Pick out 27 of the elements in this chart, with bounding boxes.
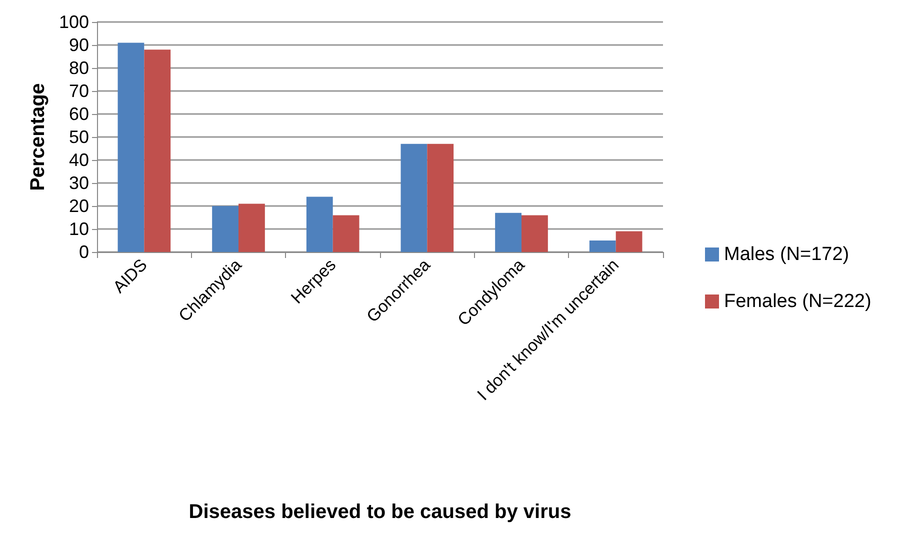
y-tick-label: 30: [68, 173, 89, 193]
legend-label: Males (N=172): [724, 244, 850, 265]
y-tick-label: 90: [68, 35, 89, 55]
y-tick-label: 10: [68, 219, 89, 239]
bar: [589, 240, 616, 252]
y-tick-label: 100: [58, 12, 89, 32]
bar: [118, 42, 144, 252]
x-axis-title: Diseases believed to be caused by virus: [188, 501, 572, 523]
legend-label: Females (N=222): [724, 291, 872, 312]
bar: [144, 50, 171, 252]
bar: [306, 196, 333, 252]
bar: [400, 144, 428, 252]
y-tick-label: 40: [68, 150, 89, 170]
bar: [212, 206, 238, 252]
bar: [238, 204, 265, 252]
y-axis-title: Percentage: [27, 83, 50, 191]
bar: [522, 215, 548, 252]
y-tick-label: 60: [68, 104, 89, 124]
bar: [427, 144, 454, 252]
y-tick-label: 0: [78, 242, 89, 262]
bar: [616, 231, 642, 252]
y-tick-label: 20: [68, 196, 89, 216]
bar: [495, 212, 522, 252]
bar: [332, 215, 360, 252]
y-tick-label: 80: [68, 58, 89, 78]
y-tick-label: 70: [68, 81, 89, 101]
y-tick-label: 50: [68, 127, 89, 147]
